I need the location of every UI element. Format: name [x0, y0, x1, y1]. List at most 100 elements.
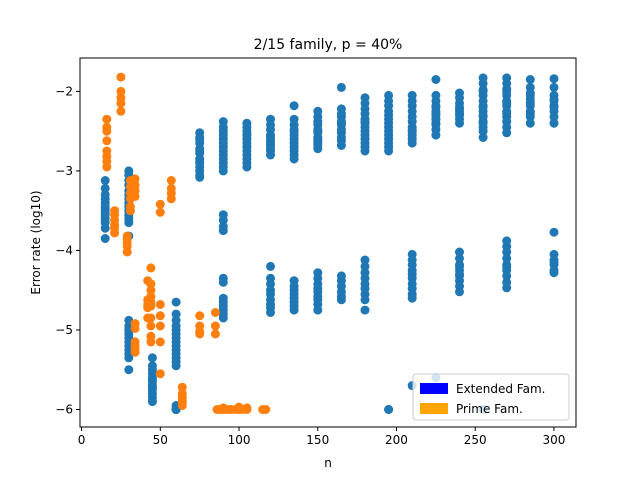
data-point-series-1: [455, 247, 464, 257]
data-point-series-2: [155, 207, 165, 217]
data-point-series-1: [266, 308, 275, 317]
data-point-series-1: [218, 215, 228, 225]
data-point-series-1: [100, 176, 110, 185]
data-point-series-1: [502, 128, 512, 138]
data-point-series-2: [146, 313, 156, 323]
data-point-series-2: [155, 311, 165, 321]
data-point-series-1: [336, 295, 346, 305]
data-point-series-1: [549, 118, 559, 128]
x-tick-label: 150: [306, 433, 329, 447]
x-tick-label: 0: [78, 433, 86, 447]
data-point-series-1: [502, 86, 512, 96]
data-point-series-2: [155, 321, 165, 331]
data-point-series-1: [407, 125, 417, 135]
data-point-series-1: [549, 82, 559, 92]
data-point-series-1: [313, 126, 323, 136]
x-tick-label: 200: [385, 433, 408, 447]
data-point-series-2: [210, 329, 220, 339]
data-point-series-2: [166, 194, 176, 204]
data-point-series-1: [478, 78, 488, 88]
data-point-series-2: [102, 126, 112, 136]
y-tick-label: −4: [55, 243, 73, 257]
data-point-series-1: [549, 94, 559, 104]
data-point-series-2: [146, 301, 156, 311]
data-point-series-1: [525, 90, 535, 100]
data-point-series-2: [110, 228, 120, 238]
data-point-series-1: [147, 397, 157, 407]
data-point-series-1: [478, 110, 488, 120]
data-point-series-1: [455, 261, 464, 271]
data-point-series-2: [146, 285, 156, 295]
data-point-series-2: [155, 337, 165, 347]
data-point-series-1: [502, 253, 512, 263]
data-point-series-1: [171, 309, 181, 319]
data-point-series-2: [210, 308, 220, 317]
data-point-series-1: [455, 287, 464, 297]
legend: Extended Fam. Prime Fam.: [412, 373, 570, 421]
data-point-series-2: [155, 300, 165, 309]
data-point-series-2: [130, 347, 140, 357]
data-point-series-1: [289, 101, 299, 111]
data-point-series-2: [234, 402, 244, 412]
data-point-series-1: [478, 126, 488, 136]
legend-swatch: [420, 383, 448, 394]
data-point-series-1: [502, 283, 512, 293]
data-point-series-2: [116, 106, 126, 116]
data-point-series-1: [549, 227, 559, 237]
data-point-series-1: [124, 353, 134, 363]
data-point-series-1: [266, 261, 275, 271]
data-point-series-2: [261, 405, 271, 414]
data-point-series-1: [266, 144, 275, 154]
data-point-series-1: [525, 98, 535, 108]
legend-entry-label: Extended Fam.: [456, 382, 545, 396]
y-tick-label: −2: [55, 84, 73, 98]
data-point-series-1: [384, 146, 394, 156]
data-point-series-2: [210, 321, 220, 331]
data-point-series-1: [478, 133, 488, 142]
data-point-series-1: [266, 279, 275, 289]
data-point-series-2: [122, 234, 132, 243]
data-point-series-2: [130, 174, 140, 184]
data-point-series-1: [313, 305, 323, 315]
data-point-series-2: [195, 329, 205, 339]
data-point-series-1: [502, 261, 512, 271]
y-tick-label: −5: [55, 323, 73, 337]
data-point-series-2: [226, 405, 236, 414]
data-point-series-1: [525, 75, 535, 84]
data-point-series-1: [195, 172, 205, 182]
data-point-series-1: [195, 146, 205, 156]
data-point-series-1: [124, 365, 134, 375]
x-tick-label: 50: [153, 433, 168, 447]
data-point-series-1: [502, 247, 512, 257]
data-point-series-2: [130, 323, 140, 333]
data-point-series-2: [122, 247, 132, 257]
data-point-series-1: [455, 118, 464, 128]
data-point-series-1: [289, 126, 299, 136]
points-layer: [100, 72, 559, 414]
data-point-series-1: [455, 109, 464, 119]
data-point-series-1: [218, 313, 228, 323]
x-tick-label: 300: [543, 433, 566, 447]
data-point-series-1: [360, 305, 370, 315]
data-point-series-2: [242, 403, 252, 413]
data-point-series-1: [525, 109, 535, 119]
data-point-series-1: [100, 234, 110, 243]
data-point-series-1: [360, 117, 370, 127]
data-point-series-1: [502, 271, 512, 281]
x-tick-label: 250: [464, 433, 487, 447]
data-point-series-1: [525, 118, 535, 128]
x-axis-label: n: [324, 456, 332, 470]
legend-box: [412, 373, 570, 421]
y-axis-label: Error rate (log10): [29, 190, 43, 294]
data-point-series-2: [146, 279, 156, 289]
data-point-series-1: [549, 268, 559, 278]
data-point-series-1: [242, 162, 252, 172]
data-point-series-1: [289, 154, 299, 164]
data-point-series-1: [431, 114, 441, 124]
data-point-series-2: [116, 98, 126, 108]
data-point-series-1: [266, 150, 275, 160]
data-point-series-1: [171, 297, 181, 307]
data-point-series-1: [360, 255, 370, 265]
data-point-series-2: [146, 337, 156, 347]
